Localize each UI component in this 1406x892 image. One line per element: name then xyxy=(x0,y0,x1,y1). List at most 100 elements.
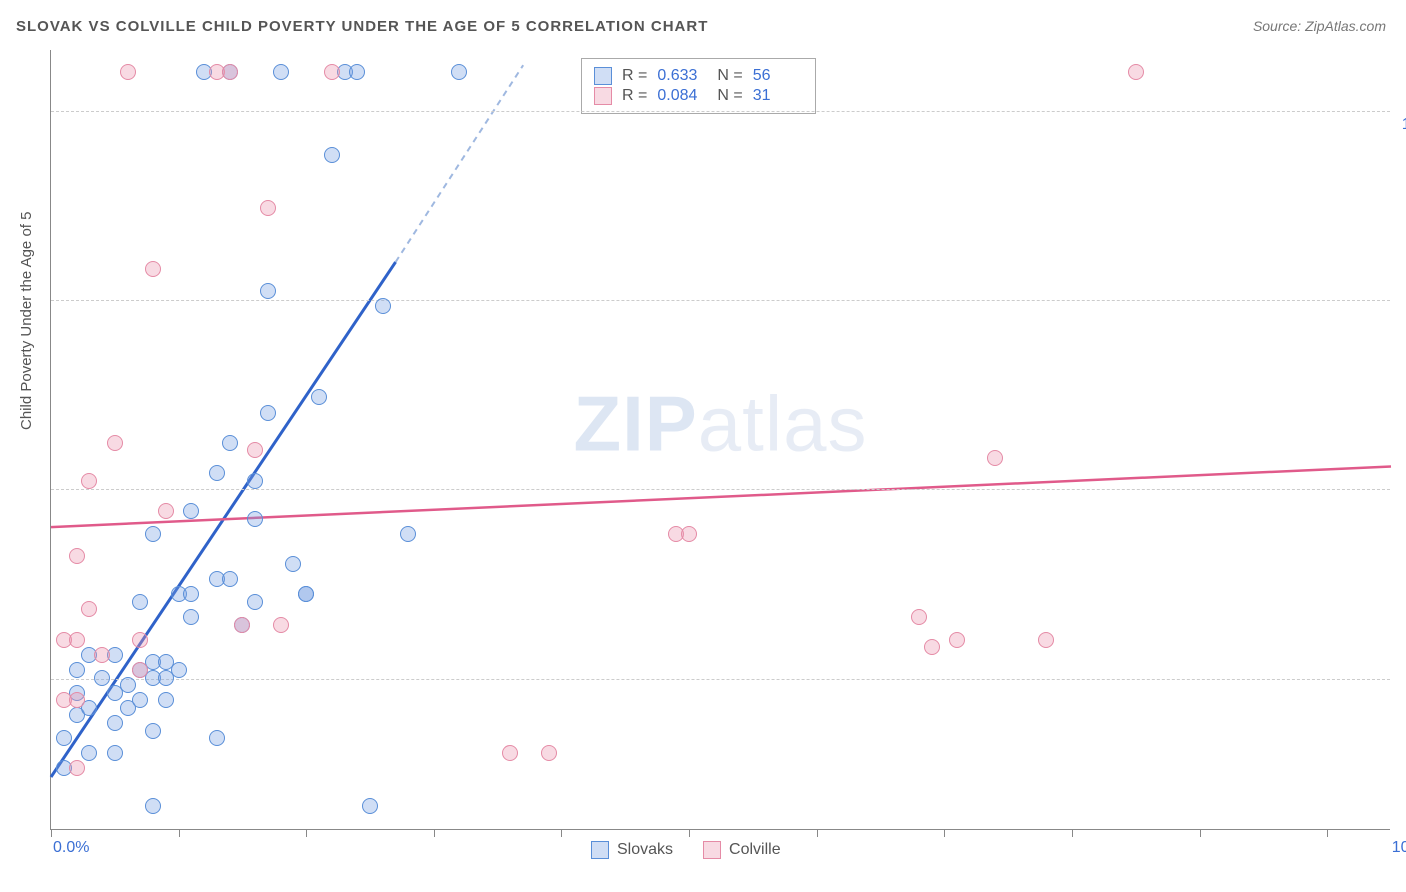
data-point xyxy=(120,64,136,80)
data-point xyxy=(94,670,110,686)
y-axis-label: Child Poverty Under the Age of 5 xyxy=(18,212,35,430)
data-point xyxy=(273,617,289,633)
data-point xyxy=(324,64,340,80)
chart-title: SLOVAK VS COLVILLE CHILD POVERTY UNDER T… xyxy=(16,18,708,35)
data-point xyxy=(911,609,927,625)
data-point xyxy=(298,586,314,602)
x-tick xyxy=(179,829,180,837)
gridline xyxy=(51,679,1390,680)
data-point xyxy=(69,632,85,648)
data-point xyxy=(171,662,187,678)
x-tick xyxy=(944,829,945,837)
data-point xyxy=(987,450,1003,466)
data-point xyxy=(222,64,238,80)
r-label: R = xyxy=(622,87,647,105)
data-point xyxy=(324,147,340,163)
bottom-legend: Slovaks Colville xyxy=(591,841,781,859)
legend-label-slovaks: Slovaks xyxy=(617,841,673,859)
y-tick-label: 25.0% xyxy=(1396,684,1406,702)
r-label: R = xyxy=(622,67,647,85)
data-point xyxy=(247,594,263,610)
gridline xyxy=(51,111,1390,112)
data-point xyxy=(451,64,467,80)
data-point xyxy=(234,617,250,633)
data-point xyxy=(145,798,161,814)
x-tick xyxy=(1072,829,1073,837)
trend-lines-svg xyxy=(51,50,1390,829)
swatch-slovaks xyxy=(594,67,612,85)
data-point xyxy=(120,677,136,693)
data-point xyxy=(132,594,148,610)
data-point xyxy=(222,571,238,587)
data-point xyxy=(400,526,416,542)
data-point xyxy=(81,601,97,617)
plot-area: ZIPatlas R = 0.633 N = 56 R = 0.084 N = … xyxy=(50,50,1390,830)
x-tick xyxy=(1327,829,1328,837)
gridline xyxy=(51,489,1390,490)
data-point xyxy=(349,64,365,80)
data-point xyxy=(183,503,199,519)
x-tick xyxy=(306,829,307,837)
data-point xyxy=(69,692,85,708)
data-point xyxy=(69,760,85,776)
data-point xyxy=(209,465,225,481)
data-point xyxy=(222,435,238,451)
legend-item-colville: Colville xyxy=(703,841,781,859)
data-point xyxy=(924,639,940,655)
data-point xyxy=(56,730,72,746)
legend-label-colville: Colville xyxy=(729,841,781,859)
legend-item-slovaks: Slovaks xyxy=(591,841,673,859)
data-point xyxy=(132,632,148,648)
swatch-icon xyxy=(703,841,721,859)
data-point xyxy=(375,298,391,314)
data-point xyxy=(107,715,123,731)
data-point xyxy=(183,609,199,625)
r-value-colville: 0.084 xyxy=(657,87,707,105)
data-point xyxy=(362,798,378,814)
data-point xyxy=(209,730,225,746)
x-tick xyxy=(561,829,562,837)
data-point xyxy=(247,511,263,527)
data-point xyxy=(183,586,199,602)
n-value-colville: 31 xyxy=(753,87,803,105)
x-tick xyxy=(689,829,690,837)
data-point xyxy=(260,200,276,216)
r-value-slovaks: 0.633 xyxy=(657,67,707,85)
data-point xyxy=(260,405,276,421)
data-point xyxy=(81,745,97,761)
y-tick-label: 100.0% xyxy=(1396,116,1406,134)
n-label: N = xyxy=(717,87,742,105)
x-tick xyxy=(434,829,435,837)
stat-legend: R = 0.633 N = 56 R = 0.084 N = 31 xyxy=(581,58,816,114)
data-point xyxy=(681,526,697,542)
source-label: Source: ZipAtlas.com xyxy=(1253,18,1386,34)
data-point xyxy=(1128,64,1144,80)
x-tick xyxy=(51,829,52,837)
data-point xyxy=(145,526,161,542)
data-point xyxy=(132,692,148,708)
data-point xyxy=(107,435,123,451)
data-point xyxy=(285,556,301,572)
data-point xyxy=(81,473,97,489)
data-point xyxy=(273,64,289,80)
data-point xyxy=(541,745,557,761)
data-point xyxy=(158,692,174,708)
watermark: ZIPatlas xyxy=(573,378,867,469)
y-tick-label: 75.0% xyxy=(1396,305,1406,323)
data-point xyxy=(247,473,263,489)
data-point xyxy=(949,632,965,648)
x-tick xyxy=(1200,829,1201,837)
gridline xyxy=(51,300,1390,301)
y-tick-label: 50.0% xyxy=(1396,494,1406,512)
n-value-slovaks: 56 xyxy=(753,67,803,85)
data-point xyxy=(145,723,161,739)
swatch-colville xyxy=(594,87,612,105)
data-point xyxy=(107,745,123,761)
x-tick xyxy=(817,829,818,837)
n-label: N = xyxy=(717,67,742,85)
data-point xyxy=(158,503,174,519)
stat-row-colville: R = 0.084 N = 31 xyxy=(594,87,803,105)
data-point xyxy=(132,662,148,678)
data-point xyxy=(502,745,518,761)
data-point xyxy=(145,261,161,277)
